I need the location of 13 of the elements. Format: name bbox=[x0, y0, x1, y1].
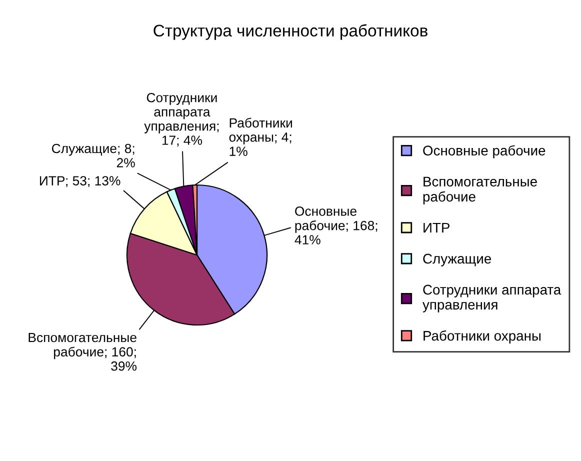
legend-label: ИТР bbox=[424, 222, 450, 232]
data-label: Основные рабочие; 168; 41% bbox=[294, 206, 378, 244]
legend-label: Работники охраны bbox=[424, 330, 540, 344]
data-label: ИТР; 53; 13% bbox=[40, 176, 120, 188]
legend-label: Основные рабочие bbox=[423, 145, 546, 158]
legend-label: Служащие bbox=[423, 254, 492, 266]
chart-title: Структура численности работников bbox=[154, 24, 428, 40]
data-label: Служащие; 8; 2% bbox=[52, 144, 135, 168]
legend-label: Вспомогательные рабочие bbox=[423, 176, 537, 204]
data-label: Сотрудники аппарата управления; 17; 4% bbox=[144, 92, 219, 146]
legend-label: Сотрудники аппарата управления bbox=[422, 284, 562, 312]
data-label: Вспомогательные рабочие; 160; 39% bbox=[28, 332, 137, 371]
data-label: Работники охраны; 4; 1% bbox=[229, 118, 292, 156]
